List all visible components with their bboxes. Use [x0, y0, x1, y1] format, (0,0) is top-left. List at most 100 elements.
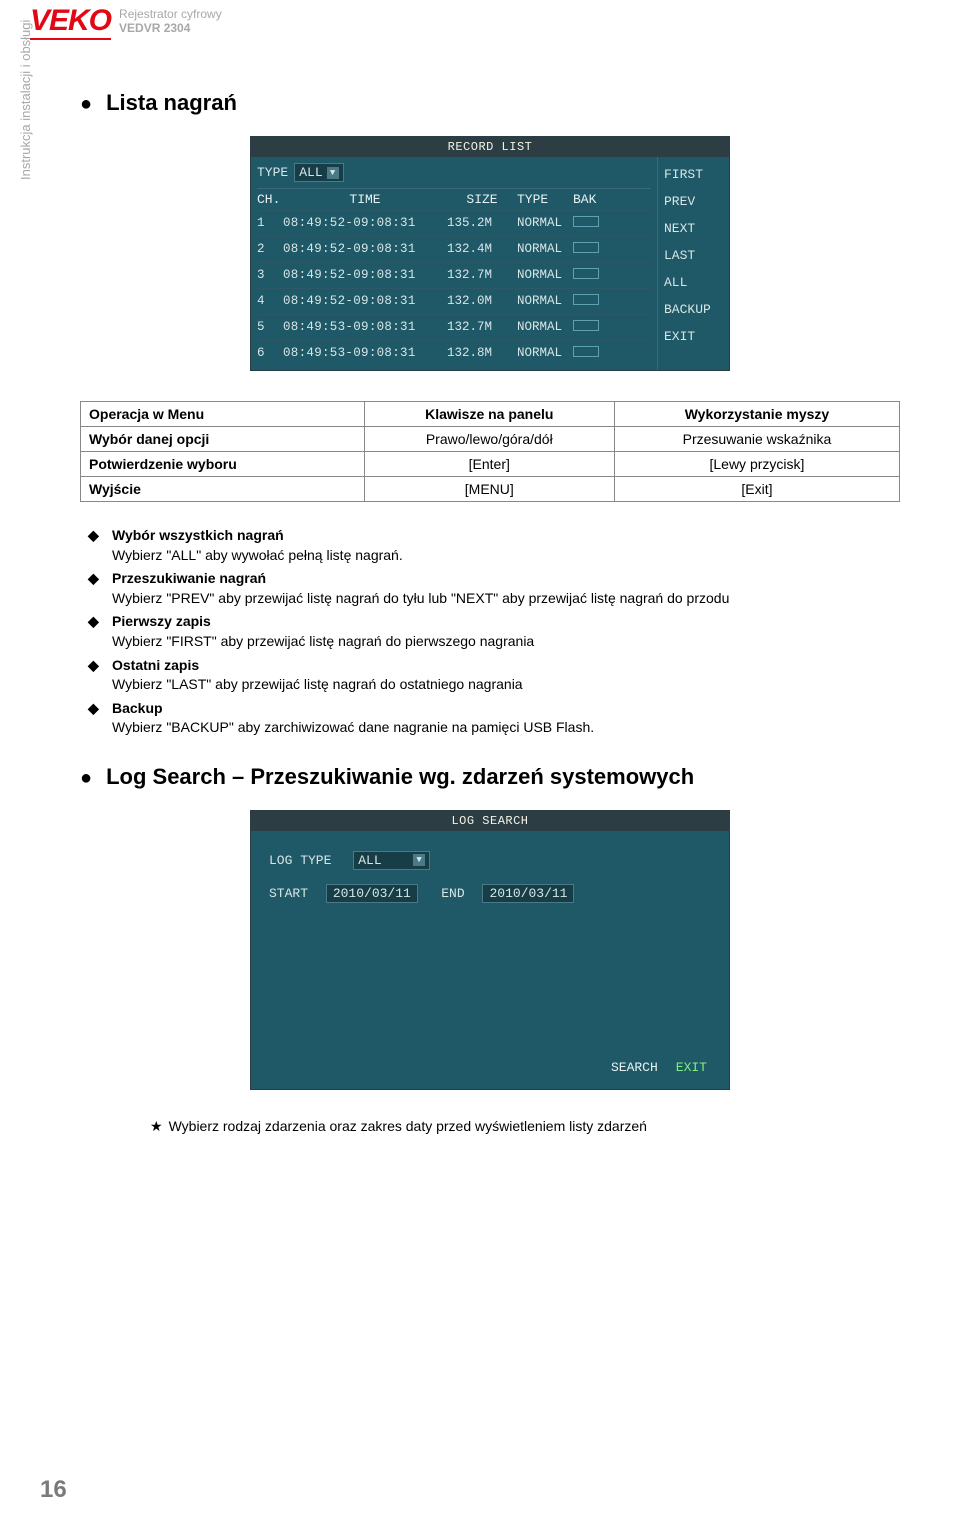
- section-title-log-search: Log Search – Przeszukiwanie wg. zdarzeń …: [80, 764, 900, 790]
- col-time: TIME: [283, 192, 447, 207]
- log-search-panel: LOG SEARCH LOG TYPE ALL ▼ START 2010/03/…: [250, 810, 730, 1090]
- cell-size: 132.7M: [447, 268, 517, 283]
- cell-type: NORMAL: [517, 216, 573, 231]
- checkbox-icon[interactable]: [573, 216, 599, 227]
- checkbox-icon[interactable]: [573, 268, 599, 279]
- cell-type: NORMAL: [517, 320, 573, 335]
- cell-size: 132.8M: [447, 346, 517, 361]
- page-number: 16: [40, 1476, 67, 1504]
- cell-ch: 2: [257, 242, 283, 257]
- section-title-lista-nagran: Lista nagrań: [80, 90, 900, 116]
- menu-table-row: Potwierdzenie wyboru[Enter][Lewy przycis…: [81, 452, 900, 477]
- cell-operation: Potwierdzenie wyboru: [81, 452, 365, 477]
- col-size: SIZE: [447, 192, 517, 207]
- checkbox-icon[interactable]: [573, 242, 599, 253]
- record-list-title: RECORD LIST: [251, 137, 729, 157]
- record-row[interactable]: 108:49:52-09:08:31135.2MNORMAL: [257, 210, 651, 236]
- record-row[interactable]: 608:49:53-09:08:31132.8MNORMAL: [257, 340, 651, 366]
- col-type: TYPE: [517, 192, 573, 207]
- menu-th-mouse: Wykorzystanie myszy: [614, 402, 899, 427]
- cell-keys: [Enter]: [364, 452, 614, 477]
- menu-th-operation: Operacja w Menu: [81, 402, 365, 427]
- desc-item-title: Backup: [112, 699, 900, 719]
- cell-size: 132.7M: [447, 320, 517, 335]
- description-list: Wybór wszystkich nagrańWybierz "ALL" aby…: [112, 526, 900, 738]
- side-button-first[interactable]: FIRST: [662, 161, 725, 188]
- checkbox-icon[interactable]: [573, 294, 599, 305]
- col-ch: CH.: [257, 192, 283, 207]
- exit-button[interactable]: EXIT: [676, 1060, 707, 1075]
- record-row[interactable]: 208:49:52-09:08:31132.4MNORMAL: [257, 236, 651, 262]
- brand-logo: VEKO: [30, 4, 111, 40]
- cell-size: 132.0M: [447, 294, 517, 309]
- cell-mouse: Przesuwanie wskaźnika: [614, 427, 899, 452]
- cell-type: NORMAL: [517, 268, 573, 283]
- search-button[interactable]: SEARCH: [611, 1060, 658, 1075]
- cell-time: 08:49:53-09:08:31: [283, 320, 447, 335]
- end-label: END: [441, 886, 464, 901]
- desc-item-body: Wybierz "PREV" aby przewijać listę nagra…: [112, 589, 900, 609]
- cell-type: NORMAL: [517, 242, 573, 257]
- type-dropdown-value: ALL: [299, 165, 322, 180]
- menu-table-row: Wybór danej opcjiPrawo/lewo/góra/dółPrze…: [81, 427, 900, 452]
- cell-size: 135.2M: [447, 216, 517, 231]
- cell-time: 08:49:52-09:08:31: [283, 216, 447, 231]
- cell-type: NORMAL: [517, 294, 573, 309]
- cell-bak[interactable]: [573, 268, 613, 283]
- cell-bak[interactable]: [573, 320, 613, 335]
- start-date-input[interactable]: 2010/03/11: [326, 884, 418, 903]
- desc-item: Przeszukiwanie nagrańWybierz "PREV" aby …: [112, 569, 900, 608]
- desc-item: Wybór wszystkich nagrańWybierz "ALL" aby…: [112, 526, 900, 565]
- desc-item: Ostatni zapisWybierz "LAST" aby przewija…: [112, 656, 900, 695]
- logtype-dropdown[interactable]: ALL ▼: [353, 851, 430, 870]
- cell-keys: [MENU]: [364, 477, 614, 502]
- record-row[interactable]: 308:49:52-09:08:31132.7MNORMAL: [257, 262, 651, 288]
- desc-item-body: Wybierz "BACKUP" aby zarchiwizować dane …: [112, 718, 900, 738]
- cell-bak[interactable]: [573, 242, 613, 257]
- cell-size: 132.4M: [447, 242, 517, 257]
- cell-ch: 5: [257, 320, 283, 335]
- side-button-exit[interactable]: EXIT: [662, 323, 725, 350]
- record-list-header-row: CH. TIME SIZE TYPE BAK: [257, 188, 651, 210]
- cell-bak[interactable]: [573, 346, 613, 361]
- cell-time: 08:49:52-09:08:31: [283, 242, 447, 257]
- desc-item: Pierwszy zapisWybierz "FIRST" aby przewi…: [112, 612, 900, 651]
- desc-item-title: Ostatni zapis: [112, 656, 900, 676]
- side-button-backup[interactable]: BACKUP: [662, 296, 725, 323]
- page-header: VEKO Rejestrator cyfrowy VEDVR 2304: [30, 4, 222, 40]
- cell-ch: 6: [257, 346, 283, 361]
- header-subtitle: Rejestrator cyfrowy: [119, 7, 222, 21]
- desc-item-body: Wybierz "ALL" aby wywołać pełną listę na…: [112, 546, 900, 566]
- log-search-title: LOG SEARCH: [251, 811, 729, 831]
- type-dropdown[interactable]: ALL ▼: [294, 163, 343, 182]
- menu-th-keys: Klawisze na panelu: [364, 402, 614, 427]
- cell-ch: 1: [257, 216, 283, 231]
- side-button-prev[interactable]: PREV: [662, 188, 725, 215]
- header-model: VEDVR 2304: [119, 21, 222, 35]
- cell-mouse: [Lewy przycisk]: [614, 452, 899, 477]
- cell-time: 08:49:52-09:08:31: [283, 294, 447, 309]
- side-button-last[interactable]: LAST: [662, 242, 725, 269]
- side-button-next[interactable]: NEXT: [662, 215, 725, 242]
- desc-item-title: Przeszukiwanie nagrań: [112, 569, 900, 589]
- cell-bak[interactable]: [573, 216, 613, 231]
- logtype-label: LOG TYPE: [269, 853, 331, 868]
- desc-item-title: Wybór wszystkich nagrań: [112, 526, 900, 546]
- type-label: TYPE: [257, 165, 288, 180]
- cell-ch: 3: [257, 268, 283, 283]
- sidebar-rotated-label: Instrukcja instalacji i obsługi: [18, 20, 33, 180]
- cell-bak[interactable]: [573, 294, 613, 309]
- cell-keys: Prawo/lewo/góra/dół: [364, 427, 614, 452]
- record-row[interactable]: 508:49:53-09:08:31132.7MNORMAL: [257, 314, 651, 340]
- checkbox-icon[interactable]: [573, 346, 599, 357]
- record-list-panel: RECORD LIST TYPE ALL ▼ CH. TIME SIZE TYP…: [250, 136, 730, 371]
- record-row[interactable]: 408:49:52-09:08:31132.0MNORMAL: [257, 288, 651, 314]
- cell-type: NORMAL: [517, 346, 573, 361]
- checkbox-icon[interactable]: [573, 320, 599, 331]
- end-date-input[interactable]: 2010/03/11: [482, 884, 574, 903]
- cell-time: 08:49:53-09:08:31: [283, 346, 447, 361]
- side-button-all[interactable]: ALL: [662, 269, 725, 296]
- desc-item-body: Wybierz "LAST" aby przewijać listę nagra…: [112, 675, 900, 695]
- footnote: Wybierz rodzaj zdarzenia oraz zakres dat…: [150, 1118, 900, 1135]
- start-label: START: [269, 886, 308, 901]
